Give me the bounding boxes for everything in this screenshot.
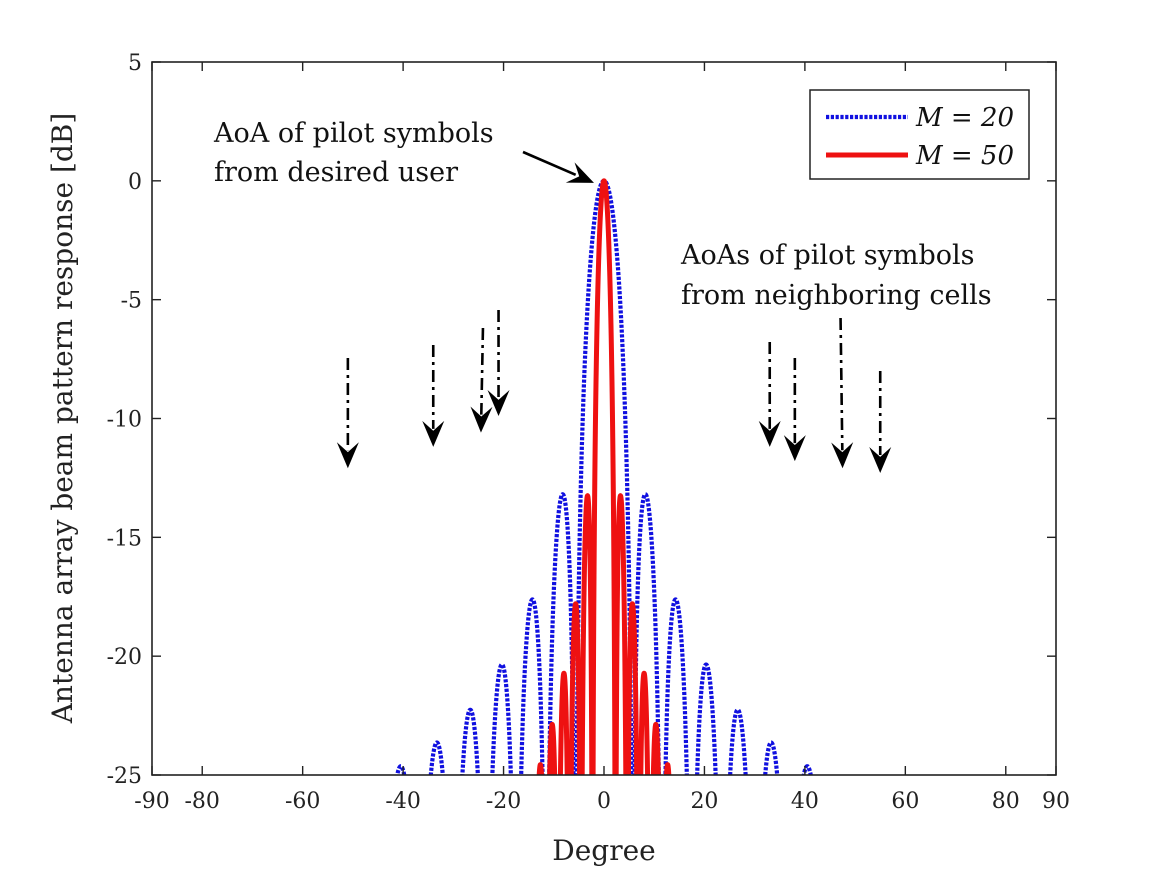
y-tick-label: -25 <box>107 764 142 789</box>
annotation-neighbor-line-1: AoAs of pilot symbols <box>680 240 975 271</box>
annotation-desired-line-2: from desired user <box>214 157 458 188</box>
legend: M = 20 M = 50 <box>809 89 1030 180</box>
arrow-neighbor-aoa <box>479 327 485 415</box>
x-tick-label: 20 <box>690 789 718 814</box>
y-tick-label: 5 <box>128 51 142 76</box>
x-tick-label: -90 <box>134 789 169 814</box>
arrow-desired-user <box>522 150 577 177</box>
y-tick-label: 0 <box>128 170 142 195</box>
annotation-desired-line-1: AoA of pilot symbols <box>213 118 494 149</box>
arrow-head-neighbor-aoa <box>869 447 892 474</box>
y-tick-label: -5 <box>121 289 142 314</box>
legend-label-m50: M = 50 <box>915 141 1014 171</box>
x-tick-label: -20 <box>486 789 521 814</box>
arrow-head-neighbor-aoa <box>422 420 445 447</box>
x-tick-label: 80 <box>992 789 1020 814</box>
annotation-neighbor-line-2: from neighboring cells <box>681 280 992 311</box>
y-tick-label: -15 <box>107 526 142 551</box>
x-tick-label: 90 <box>1042 789 1070 814</box>
arrow-layer <box>336 150 892 474</box>
y-tick-label: -10 <box>107 408 142 433</box>
arrow-head-neighbor-aoa <box>336 442 359 469</box>
x-tick-label: -80 <box>185 789 220 814</box>
legend-box <box>809 89 1030 180</box>
arrow-head-neighbor-aoa <box>831 442 854 469</box>
x-tick-label: -60 <box>285 789 320 814</box>
x-tick-label: 60 <box>891 789 919 814</box>
y-axis-label: Antenna array beam pattern response [dB] <box>46 113 79 725</box>
x-tick-label: 40 <box>791 789 819 814</box>
y-tick-label: -20 <box>107 645 142 670</box>
arrow-head-desired-user <box>565 162 594 183</box>
arrow-head-neighbor-aoa <box>470 406 493 433</box>
x-axis-label: Degree <box>552 834 655 867</box>
arrow-head-neighbor-aoa <box>783 435 806 462</box>
ticks-layer: -90 -80 -60 -40 -20 0 20 40 60 80 90 5 0 -5 -10 -15 -20 -… <box>107 51 1070 814</box>
arrow-head-neighbor-aoa <box>758 420 781 447</box>
series-line-m50 <box>536 178 672 775</box>
arrow-head-neighbor-aoa <box>487 390 510 417</box>
arrow-neighbor-aoa <box>839 317 844 451</box>
legend-label-m20: M = 20 <box>915 103 1014 133</box>
series-layer <box>395 178 813 775</box>
x-tick-label: 0 <box>597 789 611 814</box>
x-tick-label: -40 <box>385 789 420 814</box>
